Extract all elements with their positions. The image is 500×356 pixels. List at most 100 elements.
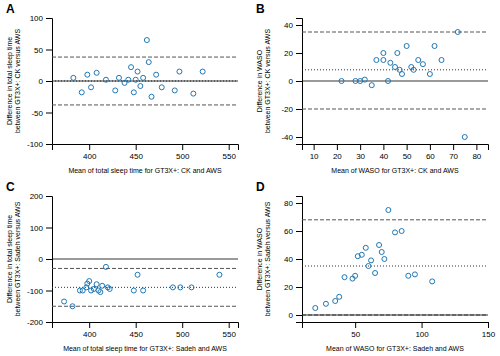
y-tick: 40 — [284, 255, 302, 264]
point — [129, 65, 134, 70]
y-tick-label: 40 — [284, 21, 293, 30]
y-tick: 40 — [284, 21, 302, 30]
point — [353, 273, 358, 278]
point — [172, 88, 177, 93]
point — [379, 250, 384, 255]
y-axis-title-line: Difference in WASO — [256, 49, 263, 112]
x-axis-title: Mean of total sleep time for GT3X+: CK a… — [68, 167, 222, 175]
panel: 50100150020406080Mean of WASO for GT3X+:… — [256, 180, 496, 352]
y-tick-label: 0 — [39, 255, 44, 264]
x-tick: 500 — [176, 322, 190, 339]
plot-area: 400450500550-100-50050100Mean of total s… — [6, 14, 239, 175]
point — [333, 299, 338, 304]
x-tick: 70 — [449, 144, 458, 161]
point — [154, 72, 159, 77]
y-tick: 200 — [30, 192, 52, 201]
point — [337, 294, 342, 299]
point — [406, 273, 411, 278]
y-tick-label: 100 — [30, 14, 44, 23]
point — [416, 58, 421, 63]
x-tick-label: 10 — [310, 152, 319, 161]
data-group — [52, 38, 238, 105]
point — [133, 77, 138, 82]
y-tick: -100 — [27, 140, 52, 149]
panel: 1020304050607080-40-2002040Mean of WASO … — [256, 2, 489, 174]
point — [366, 264, 371, 269]
y-tick: 0 — [289, 77, 302, 86]
y-axis-title-line: between GT3X+: CK versus AWS — [264, 29, 271, 134]
point — [393, 230, 398, 235]
y-tick-mark — [296, 25, 302, 26]
x-tick-mark — [407, 144, 408, 150]
point — [135, 69, 140, 74]
point — [323, 301, 328, 306]
panel-label: B — [256, 2, 265, 16]
y-tick-label: -200 — [27, 318, 44, 327]
x-tick: 20 — [333, 144, 342, 161]
x-tick: 100 — [415, 322, 429, 339]
y-tick-mark — [46, 144, 52, 145]
plot-area: 50100150020406080Mean of WASO for GT3X+:… — [256, 197, 496, 353]
bias-line — [52, 81, 238, 82]
x-tick: 10 — [310, 144, 319, 161]
x-tick-label: 50 — [351, 330, 360, 339]
y-tick-label: 60 — [284, 227, 293, 236]
x-tick: 30 — [356, 144, 365, 161]
x-tick: 50 — [403, 144, 412, 161]
point — [313, 306, 318, 311]
y-axis-title-line: Difference in total sleep time — [6, 215, 14, 303]
x-tick: 450 — [130, 322, 144, 339]
y-tick-label: 20 — [284, 283, 293, 292]
x-tick: 400 — [83, 144, 97, 161]
x-axis-line — [53, 323, 239, 329]
y-axis-title-line: between GT3X+: Sadeh versus AWS — [14, 201, 21, 316]
y-tick: 100 — [30, 224, 52, 233]
x-axis: 400450500550 — [53, 144, 239, 161]
point — [373, 271, 378, 276]
x-tick-mark — [453, 144, 454, 150]
point — [455, 30, 460, 35]
y-axis-line — [296, 19, 303, 145]
x-axis: 400450500550 — [53, 322, 239, 339]
point — [146, 60, 151, 65]
y-tick: 20 — [284, 283, 302, 292]
y-tick-mark — [46, 291, 52, 292]
y-tick-mark — [296, 259, 302, 260]
point — [404, 44, 409, 49]
x-tick: 40 — [379, 144, 388, 161]
y-tick: 0 — [289, 311, 302, 320]
x-tick-label: 40 — [379, 152, 388, 161]
x-tick-label: 550 — [223, 330, 237, 339]
y-axis-title-line: Difference in WASO — [256, 227, 263, 290]
point — [462, 135, 467, 140]
y-tick-label: 40 — [284, 255, 293, 264]
point — [217, 272, 222, 277]
x-tick-mark — [182, 322, 183, 328]
point — [369, 83, 374, 88]
panel-label: A — [6, 2, 15, 16]
plot-area: 1020304050607080-40-2002040Mean of WASO … — [256, 19, 489, 175]
upper-limit-line — [52, 268, 238, 269]
y-axis-line — [46, 197, 53, 323]
y-tick-mark — [46, 322, 52, 323]
x-axis-title: Mean of WASO for GT3X+: Sadeh and AWS — [326, 345, 464, 352]
x-axis: 1020304050607080 — [303, 144, 489, 161]
y-tick-mark — [296, 203, 302, 204]
y-axis-line — [46, 19, 53, 145]
x-tick-mark — [229, 322, 230, 328]
y-axis-title: Difference in total sleep timebetween GT… — [6, 201, 21, 316]
y-tick: -50 — [31, 109, 52, 118]
plot-area: 400450500550-200-1000100200Mean of total… — [6, 192, 239, 353]
point — [399, 72, 404, 77]
upper-limit-line — [302, 219, 488, 220]
x-tick: 550 — [223, 322, 237, 339]
lower-limit-line — [302, 315, 488, 316]
point — [103, 77, 108, 82]
data-group — [302, 30, 488, 140]
point — [94, 282, 99, 287]
point — [178, 285, 183, 290]
x-tick-mark — [337, 144, 338, 150]
x-tick-mark — [314, 144, 315, 150]
point — [393, 65, 398, 70]
point — [395, 51, 400, 56]
